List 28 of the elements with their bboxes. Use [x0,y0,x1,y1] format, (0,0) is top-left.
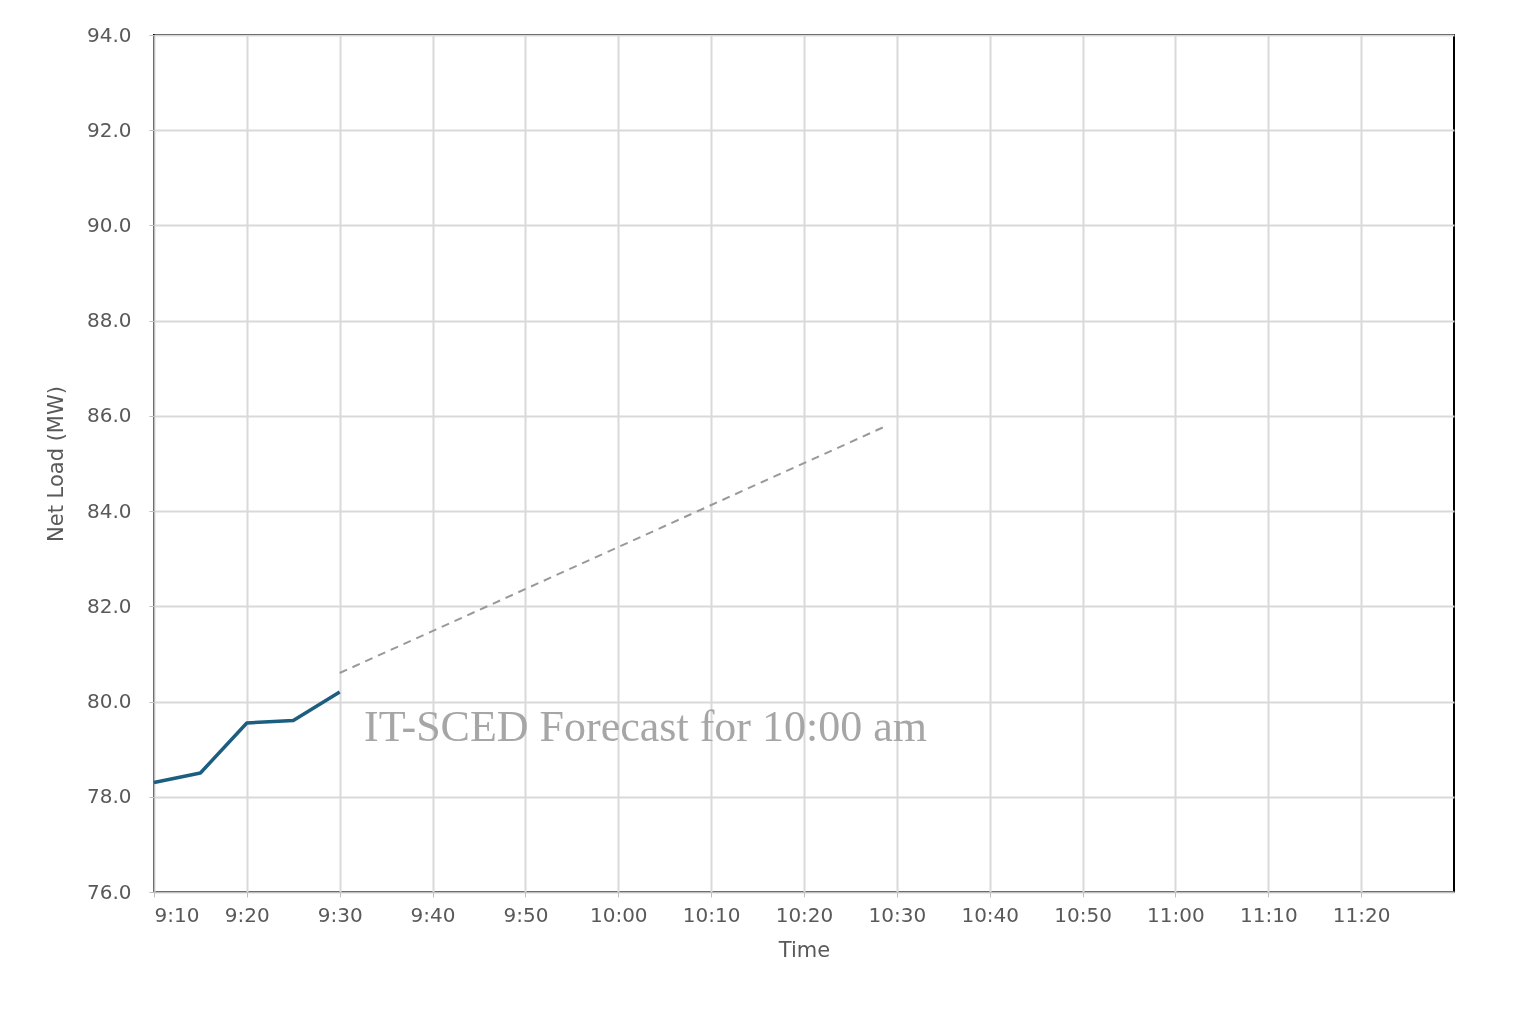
y-tick-label: 84.0 [86,498,132,523]
y-tick-label: 78.0 [86,784,132,809]
x-tick-label: 11:20 [1332,902,1391,927]
y-axis-title: Net Load (MW) [43,386,68,542]
x-tick-label: 9:20 [224,902,270,927]
y-tick-label: 88.0 [86,308,132,333]
x-tick-label: 9:50 [503,902,549,927]
y-tick-label: 90.0 [86,212,132,237]
x-tick-label: 10:10 [682,902,741,927]
x-tick-label: 10:20 [775,902,834,927]
x-tick-label: 10:50 [1054,902,1112,927]
y-tick-label: 86.0 [86,403,132,428]
x-tick-label: 11:10 [1239,902,1298,927]
x-tick-label: 9:10 [154,902,200,927]
x-tick-label: 10:00 [589,902,648,927]
line-series [152,690,342,785]
y-tick-label: 94.0 [86,22,132,47]
x-tick-label: 11:00 [1147,902,1205,927]
y-tick-label: 92.0 [86,117,132,142]
x-axis-title: Time [777,937,831,962]
annotation: IT-SCED Forecast for 10:00 am [364,702,927,751]
y-tick-label: 76.0 [86,879,132,904]
y-tick-label: 82.0 [86,593,132,618]
x-tick-label: 9:40 [410,902,456,927]
x-tick-label: 9:30 [317,902,363,927]
x-tick-label: 10:40 [961,902,1020,927]
x-tick-label: 10:30 [868,902,927,927]
y-tick-label: 80.0 [86,689,132,714]
